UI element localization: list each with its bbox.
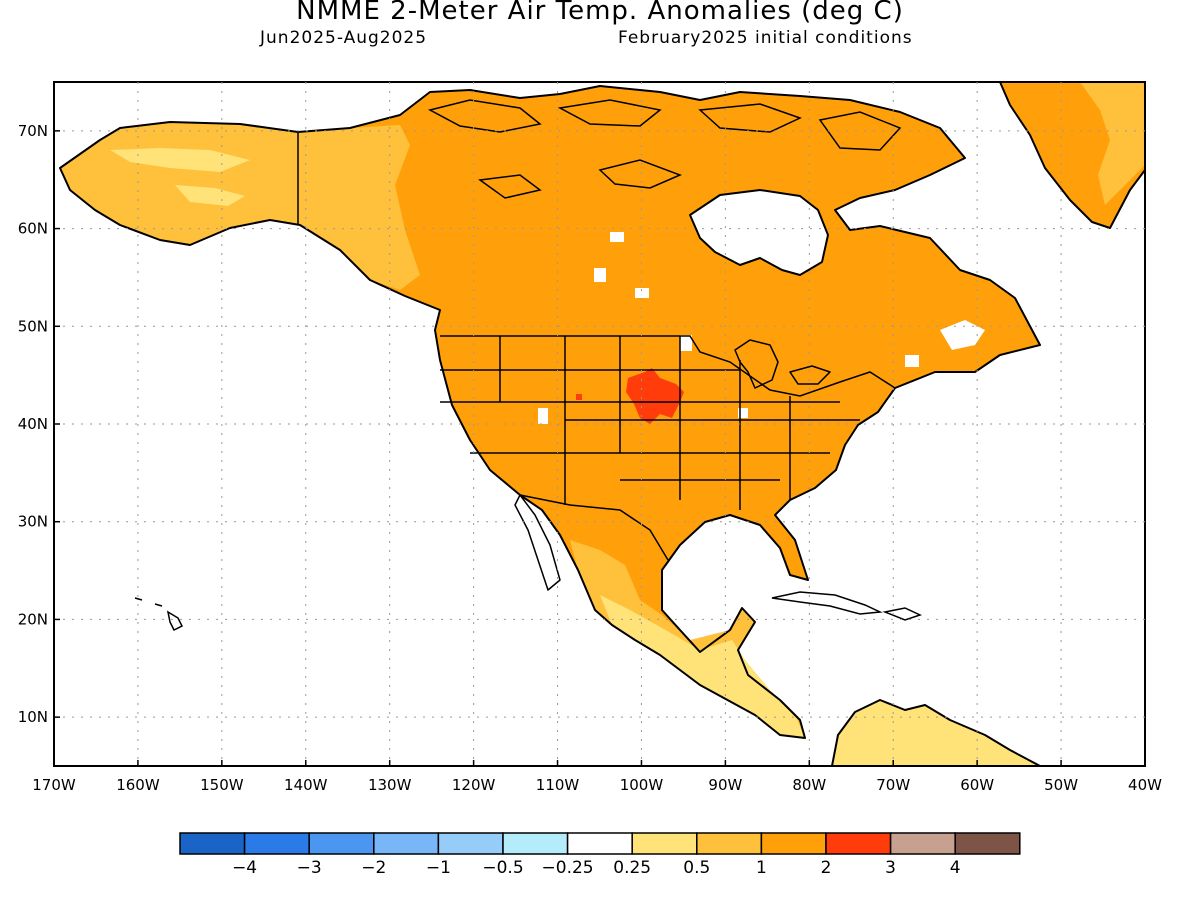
y-tick-label: 40N <box>18 415 48 433</box>
x-tick-label: 80W <box>792 776 826 794</box>
gulf-st-lawrence <box>940 320 985 350</box>
initial-conditions: February2025 initial conditions <box>618 28 913 48</box>
hudson-bay <box>690 190 828 275</box>
wyoming-hotspot <box>576 394 582 400</box>
color-bar-label: −2 <box>361 858 386 878</box>
color-bar-swatch <box>373 832 440 855</box>
color-bar-label: −0.5 <box>482 858 523 878</box>
color-bar-swatch <box>566 832 633 855</box>
x-tick-label: 40W <box>1128 776 1162 794</box>
y-tick-label: 70N <box>18 122 48 140</box>
color-bar-label: 1 <box>756 858 767 878</box>
color-bar-label: −0.25 <box>542 858 594 878</box>
white-gap-1 <box>594 268 606 282</box>
y-tick-label: 10N <box>18 708 48 726</box>
color-bar-swatch <box>502 832 569 855</box>
arctic-islands <box>427 99 902 199</box>
white-gap-3 <box>635 288 649 298</box>
white-gap-4 <box>680 335 692 351</box>
x-tick-label: 60W <box>960 776 994 794</box>
color-bar-label: −3 <box>297 858 322 878</box>
grid-lines <box>54 82 1145 766</box>
color-bar-swatch <box>179 832 246 855</box>
north-central-us-hotspot <box>626 368 684 424</box>
y-tick-label: 50N <box>18 317 48 335</box>
x-tick-label: 110W <box>536 776 580 794</box>
color-bar-label: 3 <box>885 858 896 878</box>
map-axes: 170W 160W 150W 140W 130W 120W 110W 100W 90W 80W 70… <box>18 122 1162 794</box>
color-bar-swatch <box>954 832 1021 855</box>
color-bar-swatch <box>308 832 375 855</box>
y-tick-label: 30N <box>18 513 48 531</box>
x-tick-label: 160W <box>116 776 160 794</box>
color-bar-swatch <box>243 832 310 855</box>
white-gap-5 <box>538 408 548 424</box>
color-bar-label: 0.5 <box>683 858 710 878</box>
color-bar-label: 4 <box>950 858 961 878</box>
color-bar-label: 0.25 <box>613 858 651 878</box>
color-bar-swatch <box>437 832 504 855</box>
northern-south-america <box>832 700 1040 766</box>
color-bar-swatch <box>760 832 827 855</box>
color-bar-label: −1 <box>426 858 451 878</box>
x-tick-label: 50W <box>1044 776 1078 794</box>
color-bar-swatch <box>889 832 956 855</box>
color-bar: −4 −3 −2 −1 −0.5 −0.25 0.25 0.5 1 2 3 4 <box>179 832 1021 878</box>
x-tick-label: 70W <box>876 776 910 794</box>
x-tick-label: 90W <box>708 776 742 794</box>
color-bar-swatch <box>696 832 763 855</box>
x-tick-label: 120W <box>452 776 496 794</box>
white-gap-2 <box>610 232 624 242</box>
cuba <box>771 591 883 615</box>
hawaii <box>134 597 184 632</box>
white-gap-7 <box>905 355 919 367</box>
alaska-interior <box>175 185 245 206</box>
color-bar-swatch <box>631 832 698 855</box>
x-tick-label: 100W <box>620 776 664 794</box>
x-tick-label: 170W <box>32 776 76 794</box>
y-tick-label: 60N <box>18 220 48 238</box>
coastlines <box>59 82 1145 766</box>
hispaniola <box>882 607 923 621</box>
x-tick-label: 150W <box>200 776 244 794</box>
color-bar-swatch <box>825 832 892 855</box>
white-gap-6 <box>738 408 748 418</box>
x-tick-label: 140W <box>284 776 328 794</box>
borders <box>297 132 896 561</box>
map-title: NMME 2-Meter Air Temp. Anomalies (deg C) <box>296 0 904 26</box>
forecast-period: Jun2025-Aug2025 <box>260 28 428 48</box>
color-bar-label: −4 <box>232 858 257 878</box>
y-tick-label: 20N <box>18 610 48 628</box>
alaska-north-slope <box>110 148 250 172</box>
color-bar-label: 2 <box>821 858 832 878</box>
x-tick-label: 130W <box>368 776 412 794</box>
central-america <box>600 595 805 738</box>
greenland-east-coast <box>1080 82 1145 205</box>
